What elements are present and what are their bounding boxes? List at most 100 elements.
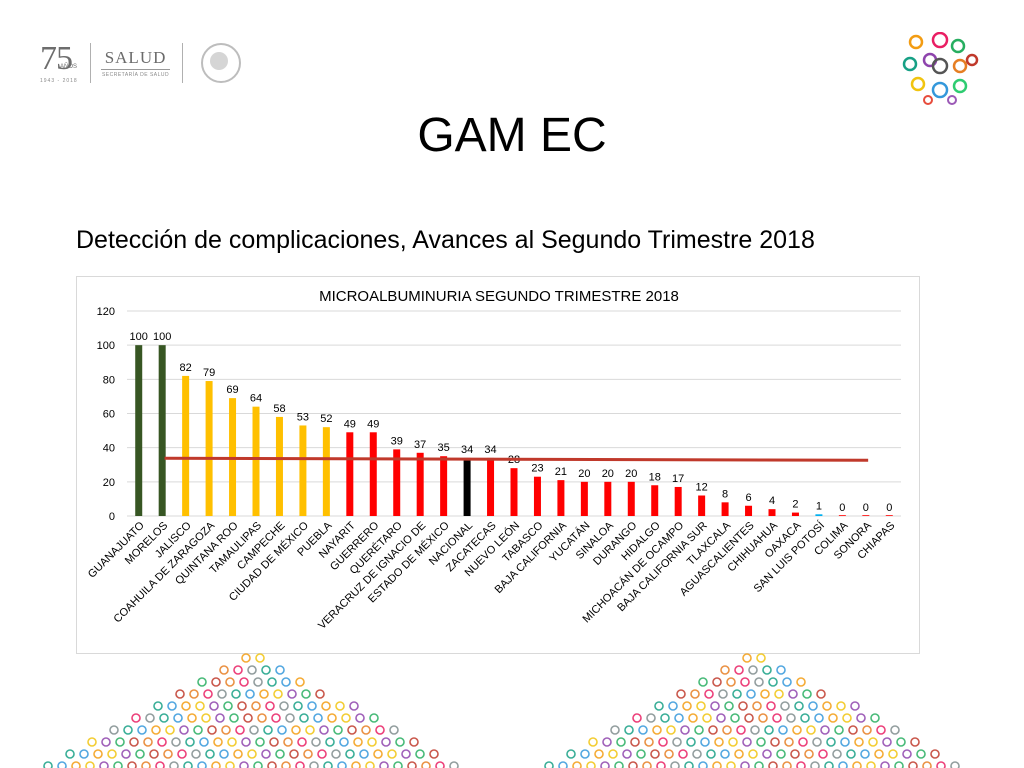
decor-circle — [866, 761, 876, 768]
decor-circle — [842, 713, 852, 723]
decor-circle — [730, 713, 740, 723]
decor-circle — [79, 749, 89, 759]
decor-circle — [131, 713, 141, 723]
decor-circle — [255, 737, 265, 747]
decor-circle — [253, 761, 263, 768]
decor-circle — [223, 701, 233, 711]
decor-circle — [636, 749, 646, 759]
decor-circle — [580, 749, 590, 759]
decor-circle — [694, 725, 704, 735]
decor-circle — [754, 677, 764, 687]
decor-circle — [588, 737, 598, 747]
decor-circle — [415, 749, 425, 759]
bar-chart: MICROALBUMINURIA SEGUNDO TRIMESTRE 2018 0… — [86, 288, 901, 632]
decor-circle — [135, 749, 145, 759]
decor-circle — [335, 701, 345, 711]
decor-circle — [227, 737, 237, 747]
decor-circle — [720, 749, 730, 759]
decor-circle — [632, 713, 642, 723]
decor-circle — [784, 737, 794, 747]
decor-circle — [610, 725, 620, 735]
decor-circle — [696, 701, 706, 711]
decor-circle — [930, 749, 940, 759]
decor-circle — [818, 749, 828, 759]
decor-circle — [323, 761, 333, 768]
decor-circle — [201, 713, 211, 723]
decor-circle — [876, 725, 886, 735]
data-label: 0 — [886, 502, 892, 514]
decor-circle — [762, 665, 772, 675]
decor-circle — [141, 761, 151, 768]
decor-circle — [137, 725, 147, 735]
decor-circle — [389, 725, 399, 735]
bar — [205, 381, 213, 516]
bar — [510, 468, 518, 516]
y-tick-label: 80 — [103, 374, 115, 386]
page-subtitle: Detección de complicaciones, Avances al … — [76, 226, 815, 254]
decor-circle — [213, 737, 223, 747]
bar — [580, 481, 588, 516]
data-label: 8 — [722, 488, 728, 500]
decor-circle — [259, 689, 269, 699]
decor-circle — [688, 713, 698, 723]
decor-circle — [261, 749, 271, 759]
decor-circle — [167, 701, 177, 711]
salud-75-logo: 75 1943 - 2018 AÑOS SALUD SECRETARÍA DE … — [40, 42, 242, 84]
decor-circle — [782, 677, 792, 687]
bar — [369, 432, 377, 516]
decor-circle — [666, 725, 676, 735]
data-label: 52 — [320, 413, 332, 425]
decor-circle — [365, 761, 375, 768]
y-tick-label: 0 — [109, 511, 115, 523]
decor-circle — [706, 749, 716, 759]
logo-anos: AÑOS — [60, 64, 78, 70]
data-label: 17 — [672, 473, 684, 485]
decor-circle — [854, 737, 864, 747]
decor-circle — [209, 701, 219, 711]
decor-circle — [950, 761, 960, 768]
data-label: 2 — [792, 499, 798, 511]
decor-circle — [748, 665, 758, 675]
decor-circle — [670, 761, 680, 768]
decor-circle — [704, 689, 714, 699]
decor-circle — [333, 725, 343, 735]
decor-circle — [870, 713, 880, 723]
decor-circle — [275, 665, 285, 675]
decor-circle — [770, 737, 780, 747]
decor-circle — [936, 761, 946, 768]
decor-circle — [748, 749, 758, 759]
decor-circle — [309, 761, 319, 768]
decor-circle — [359, 749, 369, 759]
decor-circle — [916, 749, 926, 759]
data-label: 35 — [438, 442, 450, 454]
decor-circle — [355, 713, 365, 723]
bar — [252, 406, 260, 516]
decor-circle — [247, 749, 257, 759]
decor-circle — [760, 689, 770, 699]
decor-circle — [85, 761, 95, 768]
decor-circle — [265, 701, 275, 711]
data-label: 82 — [180, 362, 192, 374]
decor-circle — [732, 689, 742, 699]
decor-circle — [910, 737, 920, 747]
decor-circle — [271, 713, 281, 723]
decor-circle — [257, 713, 267, 723]
decor-circle — [281, 677, 291, 687]
decor-circle — [337, 761, 347, 768]
decor-circle — [211, 761, 221, 768]
colorful-circles-logo — [902, 32, 979, 105]
decor-circle — [311, 737, 321, 747]
page-title: GAM EC — [417, 109, 607, 162]
decor-circle — [656, 761, 666, 768]
decor-circle — [742, 737, 752, 747]
decor-circle — [744, 713, 754, 723]
decor-circle — [233, 665, 243, 675]
bar — [885, 515, 893, 516]
decor-circle — [674, 713, 684, 723]
decor-circle — [572, 761, 582, 768]
decor-circle — [283, 737, 293, 747]
decor-circle — [890, 725, 900, 735]
y-tick-label: 120 — [97, 306, 115, 318]
decor-circle — [185, 737, 195, 747]
decor-circle — [245, 689, 255, 699]
